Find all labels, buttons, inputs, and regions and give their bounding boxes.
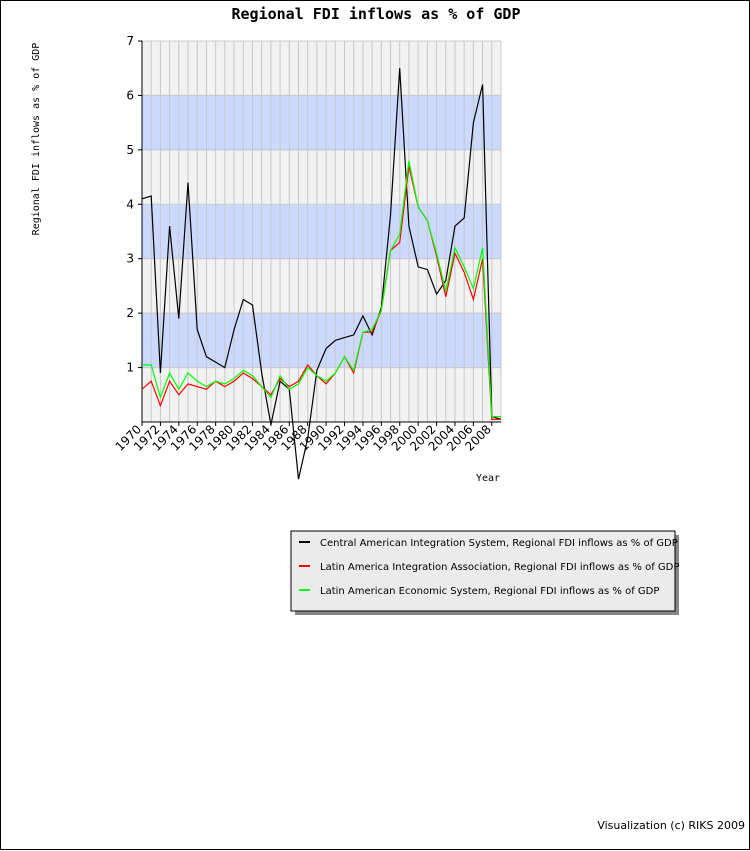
credit-text: Visualization (c) RIKS 2009 [597,819,745,832]
legend-label: Latin American Economic System, Regional… [320,586,659,597]
series-lines [141,68,502,480]
legend-box [290,530,676,612]
legend-label: Central American Integration System, Reg… [320,538,678,549]
y-tick-label: 4 [126,197,134,211]
y-tick-label: 1 [126,361,134,375]
series-line [142,160,501,418]
series-line [141,166,501,420]
legend-items: Central American Integration System, Reg… [299,538,679,597]
x-tick-labels: 1970197219741976197819801982198419861988… [113,422,494,453]
series-line [141,68,502,480]
y-band [142,95,501,150]
y-tick-label: 7 [126,34,134,48]
x-axis-label: Year [476,473,500,484]
y-tick-label: 3 [126,252,134,266]
y-tick-label: 2 [126,306,134,320]
y-tick-label: 5 [126,143,134,157]
y-axis-label: Regional FDI inflows as % of GDP [31,43,42,236]
legend: Central American Integration System, Reg… [290,530,679,615]
chart-title: Regional FDI inflows as % of GDP [232,5,521,23]
y-tick-labels: 1 2 3 4 5 6 7 [126,34,134,375]
y-tick-label: 6 [126,88,134,102]
legend-label: Latin America Integration Association, R… [320,562,679,573]
plot-background [142,41,501,422]
axes [138,40,501,426]
grid-lines [141,40,502,422]
y-band [142,204,501,259]
